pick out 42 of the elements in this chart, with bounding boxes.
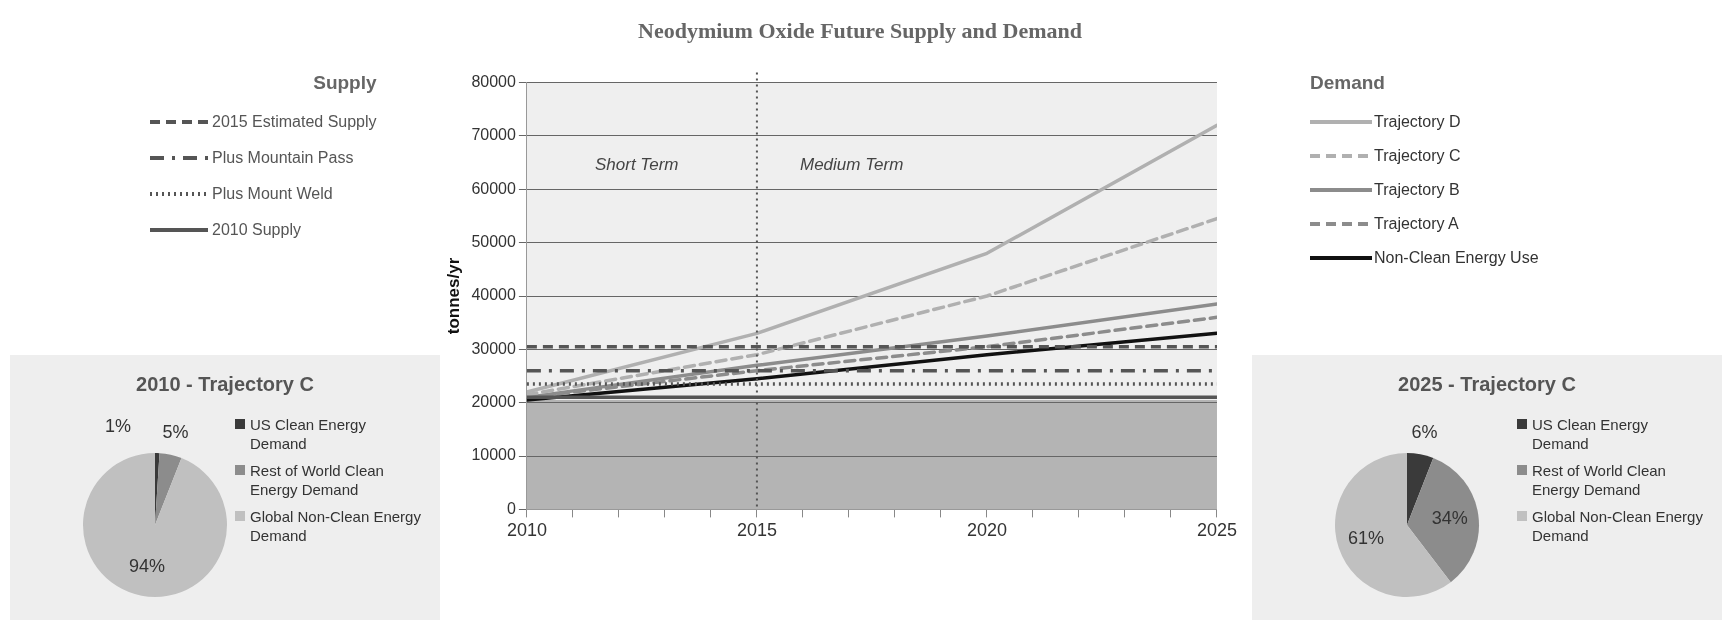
data-label: 94% (128, 556, 165, 577)
x-tick-label: 2020 (966, 520, 1007, 541)
legend-label: Trajectory B (1374, 180, 1460, 199)
annotation: Medium Term (800, 155, 904, 175)
legend-label: Trajectory D (1374, 112, 1461, 131)
y-tick-label: 20000 (471, 393, 516, 411)
x-tick-label: 2010 (506, 520, 547, 541)
text: 2010 - Trajectory C (135, 373, 315, 396)
legend-label: 2015 Estimated Supply (212, 112, 377, 131)
legend-label: 2010 Supply (212, 220, 301, 239)
legend-label: Plus Mountain Pass (212, 148, 354, 167)
y-tick-label: 40000 (471, 286, 516, 304)
data-label: 34% (1431, 507, 1468, 528)
data-label: 1% (104, 416, 131, 437)
chart-title: 2025 - Trajectory C (1397, 373, 1577, 396)
legend-label: Global Non-Clean Energy Demand (250, 507, 422, 545)
legend-title: Demand (1310, 72, 1386, 94)
chart-title: Neodymium Oxide Future Supply and Demand (637, 18, 1083, 44)
legend-label: Non-Clean Energy Use (1374, 248, 1539, 267)
y-tick-label: 0 (506, 499, 516, 517)
data-label: 61% (1348, 527, 1385, 548)
legend-label: US Clean Energy Demand (250, 415, 367, 453)
y-tick-label: 10000 (471, 446, 516, 464)
text: Supply (312, 72, 377, 94)
legend-label: Rest of World Clean Energy Demand (1532, 461, 1667, 499)
y-tick-label: 70000 (471, 126, 516, 144)
y-tick-label: 80000 (471, 73, 516, 91)
legend-label: Trajectory C (1374, 146, 1461, 165)
legend-label: Rest of World Clean Energy Demand (250, 461, 385, 499)
annotation: Short Term (595, 155, 679, 175)
x-tick-label: 2015 (736, 520, 777, 541)
legend-label: Trajectory A (1374, 214, 1459, 233)
y-tick-label: 60000 (471, 179, 516, 197)
y-axis-title: tonnes/yr (443, 257, 463, 335)
y-tick-label: 30000 (471, 339, 516, 357)
data-label: 6% (1411, 421, 1438, 442)
x-tick-label: 2025 (1196, 520, 1237, 541)
y-tick-label: 50000 (471, 233, 516, 251)
legend-label: US Clean Energy Demand (1532, 415, 1649, 453)
data-label: 5% (162, 422, 189, 443)
legend-label: Plus Mount Weld (212, 184, 333, 203)
legend-label: Global Non-Clean Energy Demand (1532, 507, 1704, 545)
